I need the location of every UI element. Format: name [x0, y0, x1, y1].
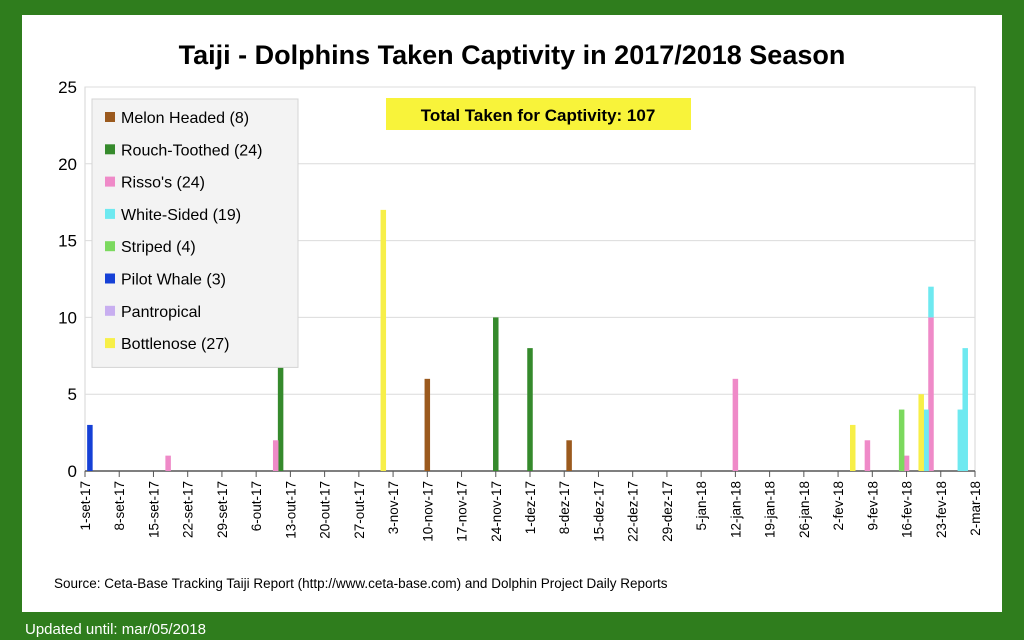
bar — [923, 409, 929, 471]
bar — [87, 424, 93, 471]
bars — [87, 209, 968, 471]
legend-swatch — [105, 112, 115, 122]
x-tick-label: 17-nov-17 — [455, 481, 470, 542]
total-badge-background — [386, 98, 691, 130]
bar — [928, 286, 934, 318]
legend-label: Pilot Whale (3) — [121, 272, 226, 289]
x-tick-label: 29-dez-17 — [660, 481, 675, 542]
y-tick-label: 0 — [68, 462, 77, 481]
bar — [165, 455, 171, 471]
x-tick-label: 13-out-17 — [283, 481, 298, 539]
legend-swatch — [105, 273, 115, 284]
bar — [962, 348, 968, 471]
bar — [918, 394, 924, 471]
legend-label: Striped (4) — [121, 239, 196, 256]
bar — [732, 378, 739, 471]
bar — [277, 363, 284, 471]
y-tick-label: 10 — [58, 308, 77, 327]
x-tick-label: 1-set-17 — [78, 481, 93, 531]
legend-swatch — [105, 305, 115, 316]
x-tick-label: 8-dez-17 — [557, 481, 572, 534]
y-tick-label: 20 — [58, 155, 77, 174]
chart: Taiji - Dolphins Taken Captivity in 2017… — [54, 40, 983, 591]
legend-label: Bottlenose (27) — [121, 336, 230, 353]
legend-swatch — [105, 144, 115, 155]
legend-label: Melon Headed (8) — [121, 110, 249, 127]
y-tick-label: 15 — [58, 232, 77, 251]
total-badge: Total Taken for Captivity: 107 — [421, 106, 656, 125]
bar — [864, 440, 871, 471]
x-tick-label: 16-fev-18 — [900, 481, 915, 538]
legend-swatch — [105, 176, 115, 187]
legend-label: Rouch-Toothed (24) — [121, 142, 262, 159]
x-tick-label: 15-dez-17 — [591, 481, 606, 542]
x-tick-label: 9-fev-18 — [865, 481, 880, 531]
x-tick-label: 20-out-17 — [318, 481, 333, 539]
legend-label: Pantropical — [121, 304, 201, 321]
x-tick-label: 26-jan-18 — [797, 481, 812, 538]
bar — [493, 317, 499, 471]
x-tick-label: 15-set-17 — [146, 481, 161, 538]
source-note: Source: Ceta-Base Tracking Taiji Report … — [54, 576, 668, 591]
bar — [424, 378, 431, 471]
y-axis: 0 5 10 15 20 25 — [58, 78, 77, 481]
x-tick-label: 5-jan-18 — [694, 481, 709, 531]
x-axis: 1-set-17 8-set-17 15-set-17 22-set-17 29-set… — [78, 470, 983, 542]
legend-label: White-Sided (19) — [121, 207, 241, 224]
bar — [957, 409, 964, 471]
bar — [849, 424, 856, 471]
bar — [272, 440, 279, 471]
chart-title: Taiji - Dolphins Taken Captivity in 2017… — [179, 40, 846, 70]
legend-swatch — [105, 208, 115, 219]
bar — [566, 440, 572, 471]
x-tick-label: 19-jan-18 — [763, 481, 778, 538]
x-tick-label: 1-dez-17 — [523, 481, 538, 534]
chart-panel: Taiji - Dolphins Taken Captivity in 2017… — [22, 15, 1002, 612]
x-tick-label: 2-mar-18 — [968, 481, 983, 536]
updated-until-label: Updated until: mar/05/2018 — [25, 621, 206, 638]
bar — [898, 409, 905, 471]
bar — [903, 455, 910, 471]
x-tick-label: 27-out-17 — [352, 481, 367, 539]
legend-swatch — [105, 241, 115, 252]
x-tick-label: 3-nov-17 — [386, 481, 401, 534]
bar — [527, 348, 533, 471]
x-tick-label: 8-set-17 — [112, 481, 127, 531]
x-tick-label: 22-dez-17 — [626, 481, 641, 542]
legend-box — [91, 98, 299, 368]
legend-label: Risso's (24) — [121, 175, 205, 192]
y-tick-label: 5 — [68, 385, 77, 404]
x-tick-label: 12-jan-18 — [728, 481, 743, 538]
x-tick-label: 2-fev-18 — [831, 481, 846, 531]
legend-swatch — [105, 338, 115, 349]
x-tick-label: 6-out-17 — [249, 481, 264, 531]
bar — [380, 209, 387, 471]
x-tick-label: 24-nov-17 — [489, 481, 504, 542]
x-tick-label: 10-nov-17 — [420, 481, 435, 542]
x-tick-label: 22-set-17 — [181, 481, 196, 538]
y-tick-label: 25 — [58, 78, 77, 97]
bar — [928, 317, 934, 471]
x-tick-label: 23-fev-18 — [934, 481, 949, 538]
legend: Melon Headed (8) Rouch-Toothed (24) Risso'… — [91, 98, 299, 368]
x-tick-label: 29-set-17 — [215, 481, 230, 538]
